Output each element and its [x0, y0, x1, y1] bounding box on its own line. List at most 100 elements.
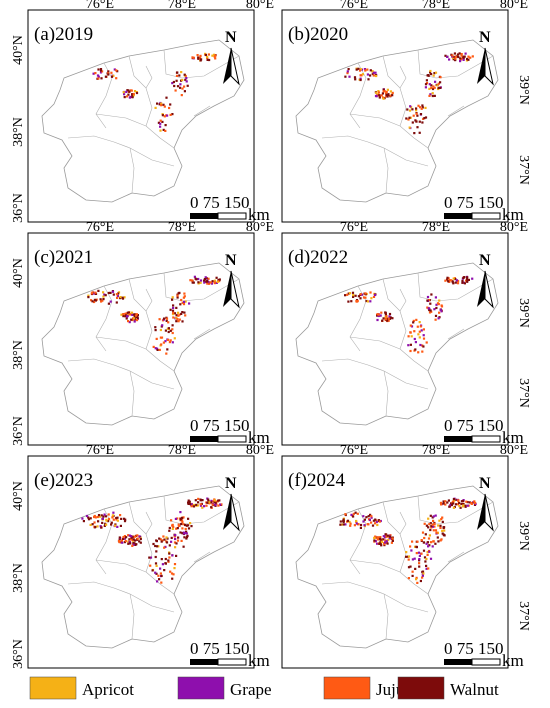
orchard-pixel: [104, 294, 107, 297]
orchard-pixel: [169, 103, 172, 106]
orchard-pixel: [127, 542, 130, 545]
orchard-pixel: [362, 296, 366, 299]
orchard-pixel: [407, 566, 411, 569]
orchard-pixel: [111, 290, 115, 293]
orchard-pixel: [453, 499, 456, 502]
orchard-pixel: [188, 502, 191, 505]
orchard-pixel: [375, 74, 378, 78]
orchard-pixel: [446, 501, 449, 504]
orchard-pixel: [175, 306, 178, 309]
orchard-pixel: [187, 524, 190, 527]
orchard-distribution: [344, 275, 474, 354]
latitude-tick-label: 40°N: [11, 481, 26, 511]
orchard-pixel: [149, 564, 152, 567]
orchard-pixel: [429, 302, 432, 305]
orchard-pixel: [428, 311, 432, 314]
orchard-pixel: [154, 544, 157, 548]
orchard-pixel: [382, 538, 385, 541]
orchard-pixel: [426, 553, 429, 556]
orchard-pixel: [185, 532, 188, 535]
orchard-pixel: [385, 535, 388, 538]
orchard-pixel: [214, 54, 217, 57]
scale-bar-black: [190, 213, 218, 219]
orchard-pixel: [179, 511, 182, 514]
orchard-pixel: [197, 497, 200, 500]
orchard-pixel: [363, 524, 366, 527]
orchard-pixel: [127, 534, 130, 537]
orchard-pixel: [125, 314, 128, 317]
orchard-pixel: [81, 517, 84, 520]
orchard-pixel: [204, 53, 207, 57]
orchard-pixel: [459, 506, 462, 509]
orchard-pixel: [419, 325, 422, 328]
latitude-tick-label: 37°N: [516, 601, 531, 631]
orchard-pixel: [462, 57, 465, 60]
orchard-pixel: [188, 302, 191, 305]
orchard-pixel: [414, 119, 417, 122]
orchard-pixel: [344, 513, 347, 516]
orchard-pixel: [203, 281, 206, 284]
orchard-pixel: [120, 313, 123, 316]
orchard-pixel: [362, 520, 365, 523]
orchard-pixel: [458, 502, 461, 505]
orchard-pixel: [421, 104, 424, 107]
orchard-pixel: [185, 77, 188, 80]
orchard-pixel: [463, 276, 466, 279]
orchard-pixel: [372, 71, 375, 74]
orchard-pixel: [350, 513, 353, 516]
orchard-pixel: [424, 106, 427, 109]
orchard-pixel: [93, 515, 96, 519]
orchard-pixel: [433, 522, 436, 525]
orchard-pixel: [428, 94, 431, 97]
orchard-pixel: [385, 95, 388, 98]
orchard-pixel: [159, 572, 162, 575]
orchard-pixel: [435, 306, 438, 310]
orchard-pixel: [422, 117, 425, 120]
orchard-pixel: [167, 321, 170, 324]
orchard-pixel: [354, 78, 357, 81]
orchard-pixel: [379, 542, 382, 545]
latitude-tick-label: 37°N: [516, 378, 531, 408]
orchard-pixel: [219, 503, 222, 506]
orchard-pixel: [442, 500, 445, 503]
orchard-pixel: [197, 57, 200, 60]
orchard-pixel: [439, 81, 442, 84]
orchard-pixel: [432, 540, 435, 543]
orchard-pixel: [351, 291, 355, 294]
orchard-pixel: [87, 296, 90, 299]
orchard-distribution: [339, 497, 477, 584]
longitude-tick-label: 76°E: [86, 220, 114, 235]
orchard-pixel: [90, 292, 93, 295]
orchard-pixel: [154, 106, 157, 109]
orchard-pixel: [415, 318, 418, 321]
scale-bar-numbers: 0 75 150: [190, 416, 250, 435]
orchard-pixel: [189, 522, 192, 525]
orchard-pixel: [164, 557, 167, 561]
orchard-pixel: [157, 574, 160, 577]
orchard-pixel: [415, 107, 418, 110]
orchard-pixel: [178, 74, 181, 77]
orchard-pixel: [123, 93, 126, 96]
orchard-pixel: [382, 90, 385, 93]
orchard-pixel: [424, 86, 427, 89]
orchard-pixel: [358, 69, 362, 72]
orchard-pixel: [367, 515, 370, 518]
orchard-pixel: [92, 72, 95, 75]
orchard-pixel: [386, 95, 389, 98]
orchard-pixel: [424, 560, 427, 563]
orchard-pixel: [371, 524, 375, 527]
orchard-pixel: [134, 539, 137, 542]
orchard-pixel: [388, 316, 391, 319]
orchard-pixel: [195, 503, 198, 506]
orchard-pixel: [173, 535, 176, 538]
north-arrow-left: [477, 494, 485, 530]
orchard-pixel: [209, 281, 212, 284]
orchard-pixel: [432, 515, 435, 518]
orchard-pixel: [409, 324, 412, 327]
orchard-pixel: [405, 555, 408, 558]
orchard-pixel: [180, 539, 183, 542]
orchard-pixel: [439, 86, 442, 89]
orchard-pixel: [201, 499, 204, 502]
orchard-pixel: [391, 94, 394, 97]
